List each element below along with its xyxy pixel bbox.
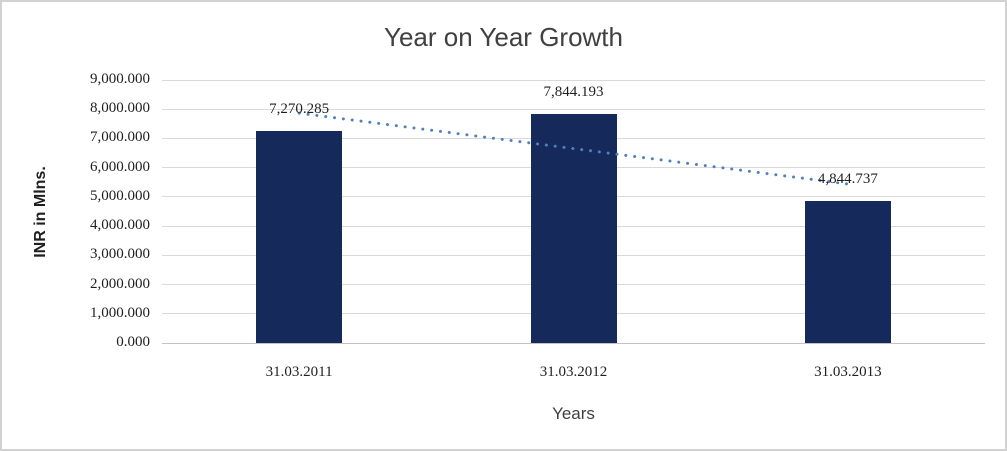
x-tick-label: 31.03.2013 (814, 364, 882, 380)
y-tick-label: 0.000 (116, 334, 150, 350)
bar-31.03.2013 (804, 201, 891, 343)
y-tick-label: 6,000.000 (90, 158, 150, 175)
y-axis-title: INR in Mlns. (32, 166, 49, 258)
y-tick-label: 1,000.000 (90, 304, 150, 321)
x-tick-label: 31.03.2012 (539, 364, 608, 380)
x-axis-line (162, 342, 985, 344)
y-tick-label: 2,000.000 (90, 275, 150, 292)
y-tick-label: 3,000.000 (90, 246, 150, 263)
bar-31.03.2011 (256, 130, 343, 343)
bar-31.03.2012 (530, 113, 617, 343)
bar-data-label: 7,844.193 (543, 83, 604, 100)
chart-title: Year on Year Growth (384, 22, 623, 52)
y-tick-label: 8,000.000 (90, 100, 150, 117)
gridline (162, 108, 985, 110)
x-axis-title: Years (552, 404, 595, 423)
gridline (162, 79, 985, 81)
plot-area (162, 79, 985, 344)
y-tick-label: 5,000.000 (90, 187, 150, 204)
y-tick-label: 4,000.000 (90, 217, 150, 234)
bar-data-label: 7,270.285 (269, 100, 330, 117)
y-tick-label: 7,000.000 (90, 129, 150, 146)
trendline (297, 111, 850, 186)
y-tick-label: 9,000.000 (90, 71, 150, 87)
bar-data-label: 4,844.737 (817, 171, 878, 188)
x-tick-label: 31.03.2011 (265, 364, 333, 380)
